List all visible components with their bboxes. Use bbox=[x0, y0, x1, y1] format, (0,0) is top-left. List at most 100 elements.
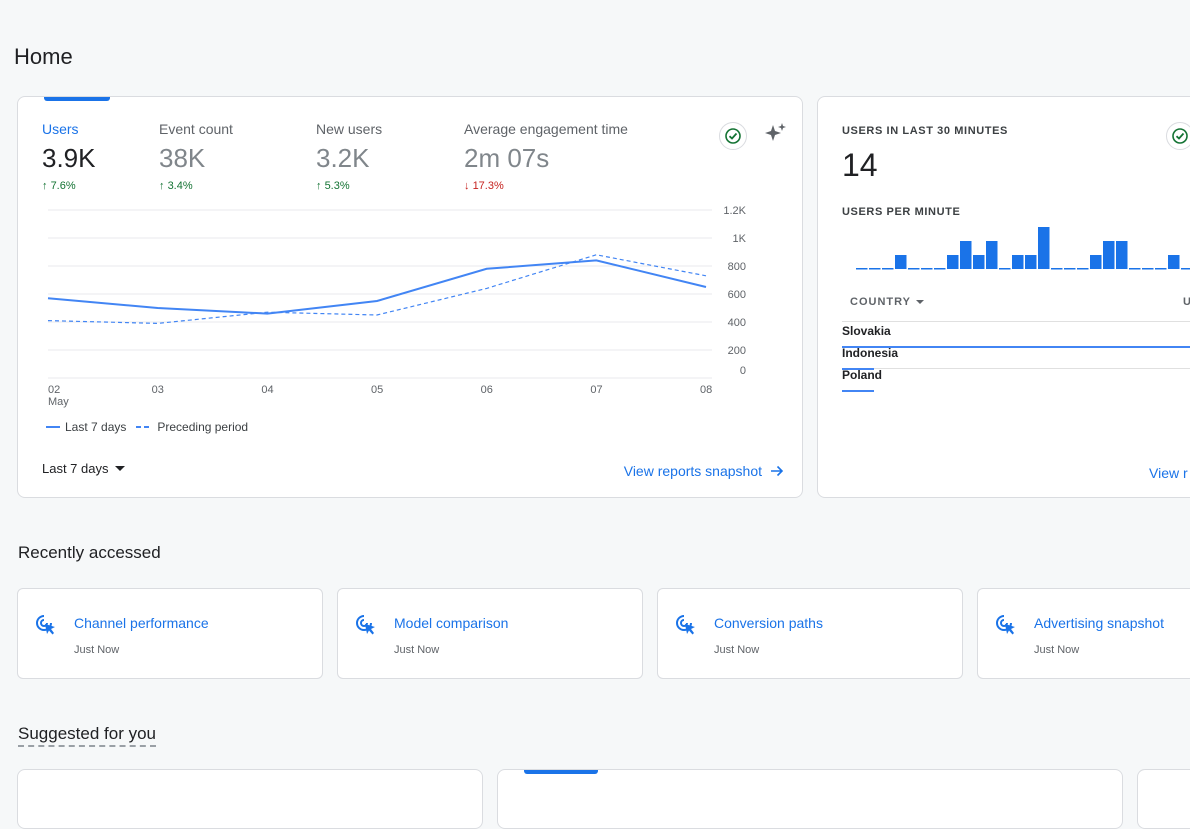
arrow-right-icon bbox=[771, 465, 784, 477]
cursor-click-icon bbox=[996, 615, 1015, 635]
active-tab-indicator bbox=[44, 97, 110, 101]
realtime-check-button[interactable] bbox=[1166, 122, 1190, 150]
recent-item-title: Conversion paths bbox=[714, 615, 823, 631]
recent-item-timestamp: Just Now bbox=[1034, 644, 1080, 656]
realtime-label: USERS IN LAST 30 MINUTES bbox=[842, 125, 1008, 137]
sparkle-icon bbox=[765, 123, 786, 141]
minute-bar-empty bbox=[908, 268, 920, 270]
arrow-up-icon: ↑ bbox=[159, 180, 165, 192]
view-realtime-link[interactable]: View r bbox=[1149, 465, 1188, 481]
y-tick-label: 200 bbox=[728, 345, 746, 357]
minute-bar-empty bbox=[999, 268, 1011, 270]
country-row: Indonesia bbox=[842, 346, 1190, 370]
view-reports-snapshot-link[interactable]: View reports snapshot bbox=[624, 463, 784, 479]
recently-accessed-title: Recently accessed bbox=[18, 543, 161, 562]
recent-item-channel-performance[interactable]: Channel performance Just Now bbox=[17, 588, 323, 679]
metric-label: Event count bbox=[159, 121, 233, 137]
minute-bar-empty bbox=[1129, 268, 1141, 270]
metric-change: ↓ 17.3% bbox=[464, 180, 504, 192]
minute-bar-empty bbox=[882, 268, 894, 270]
minute-bar-empty bbox=[1064, 268, 1076, 270]
recent-item-title: Model comparison bbox=[394, 615, 509, 631]
realtime-value: 14 bbox=[842, 147, 878, 183]
legend-label: Preceding period bbox=[157, 420, 249, 434]
users-line-chart: 1.2K 1K 800 600 400 200 0 02 03 04 05 06 07 08 May bbox=[47, 205, 747, 408]
series-line-preceding-period bbox=[47, 254, 707, 325]
metric-tab-new-users[interactable]: New users 3.2K ↑ 5.3% bbox=[316, 121, 382, 192]
legend-label: Last 7 days bbox=[65, 420, 127, 434]
recent-item-advertising-snapshot[interactable]: Advertising snapshot Just Now bbox=[977, 588, 1190, 679]
minute-bar-empty bbox=[1155, 268, 1167, 270]
arrow-up-icon: ↑ bbox=[316, 180, 322, 192]
metric-tab-avg-engagement[interactable]: Average engagement time 2m 07s ↓ 17.3% bbox=[464, 121, 628, 192]
y-tick-label: 400 bbox=[728, 317, 746, 329]
country-row: Poland bbox=[842, 368, 1190, 392]
data-quality-check-button[interactable] bbox=[719, 122, 747, 150]
minute-bar-empty bbox=[921, 268, 933, 270]
x-tick-label: 03 bbox=[152, 384, 164, 396]
metric-label: Average engagement time bbox=[464, 121, 628, 137]
y-tick-label: 1.2K bbox=[723, 205, 746, 217]
country-sort-button[interactable]: COUNTRY bbox=[850, 296, 924, 308]
metric-value: 3.2K bbox=[316, 143, 370, 173]
suggested-title-text[interactable]: Suggested for you bbox=[18, 724, 156, 747]
cursor-click-icon bbox=[36, 615, 55, 635]
country-header-label: COUNTRY bbox=[850, 296, 911, 308]
cursor-click-icon bbox=[676, 615, 695, 635]
country-share-bar bbox=[842, 368, 874, 370]
country-table-header: COUNTRY U bbox=[842, 294, 1190, 322]
recent-item-title: Channel performance bbox=[74, 615, 209, 631]
arrow-down-icon: ↓ bbox=[464, 180, 470, 192]
minute-bar bbox=[947, 255, 959, 269]
metric-tab-users[interactable]: Users 3.9K ↑ 7.6% bbox=[42, 121, 96, 192]
country-share-bar bbox=[842, 346, 1190, 348]
legend-item-last-7-days: Last 7 days bbox=[46, 420, 126, 434]
minute-bar bbox=[1090, 255, 1102, 269]
minute-bar-empty bbox=[1181, 268, 1190, 270]
minute-bar-empty bbox=[856, 268, 868, 270]
overview-card: Users 3.9K ↑ 7.6% Event count 38K ↑ 3.4%… bbox=[17, 96, 803, 498]
minute-bar bbox=[1012, 255, 1024, 269]
y-tick-label: 1K bbox=[733, 233, 747, 245]
users-per-minute-bar-chart bbox=[856, 227, 1190, 270]
active-tab-indicator bbox=[524, 770, 598, 774]
recent-item-title: Advertising snapshot bbox=[1034, 615, 1164, 631]
minute-bar bbox=[1038, 227, 1050, 269]
minute-bar-empty bbox=[934, 268, 946, 270]
x-tick-label: 04 bbox=[261, 384, 273, 396]
x-tick-sublabel: May bbox=[48, 396, 69, 408]
link-label: View reports snapshot bbox=[623, 463, 762, 479]
metric-change: ↑ 3.4% bbox=[159, 180, 193, 192]
metric-value: 2m 07s bbox=[464, 143, 550, 173]
y-tick-label: 800 bbox=[728, 261, 746, 273]
country-name: Slovakia bbox=[842, 324, 891, 338]
insights-sparkle-button[interactable] bbox=[762, 121, 788, 152]
arrow-up-icon: ↑ bbox=[42, 180, 48, 192]
minute-bar bbox=[1025, 255, 1037, 269]
recent-item-timestamp: Just Now bbox=[714, 644, 760, 656]
metric-change: ↑ 7.6% bbox=[42, 180, 76, 192]
page-title: Home bbox=[14, 44, 73, 69]
recent-item-model-comparison[interactable]: Model comparison Just Now bbox=[337, 588, 643, 679]
minute-bar-empty bbox=[869, 268, 881, 270]
suggested-card bbox=[1137, 769, 1190, 829]
x-tick-label: 06 bbox=[481, 384, 493, 396]
x-tick-label: 07 bbox=[590, 384, 602, 396]
country-share-bar bbox=[842, 390, 874, 392]
metric-label: Users bbox=[42, 121, 79, 137]
metric-tab-event-count[interactable]: Event count 38K ↑ 3.4% bbox=[159, 121, 233, 192]
metric-label: New users bbox=[316, 121, 383, 137]
x-tick-label: 05 bbox=[371, 384, 383, 396]
date-range-label: Last 7 days bbox=[42, 461, 109, 476]
recent-item-timestamp: Just Now bbox=[74, 644, 120, 656]
x-tick-label: 08 bbox=[700, 384, 712, 396]
metric-value: 38K bbox=[159, 143, 206, 173]
recent-item-conversion-paths[interactable]: Conversion paths Just Now bbox=[657, 588, 963, 679]
minute-bar-empty bbox=[1051, 268, 1063, 270]
suggested-card bbox=[17, 769, 483, 829]
cursor-click-icon bbox=[356, 615, 375, 635]
users-column-header: U bbox=[1183, 296, 1190, 308]
minute-bar bbox=[1116, 241, 1128, 269]
minute-bar bbox=[1103, 241, 1115, 269]
date-range-dropdown[interactable]: Last 7 days bbox=[42, 461, 125, 476]
